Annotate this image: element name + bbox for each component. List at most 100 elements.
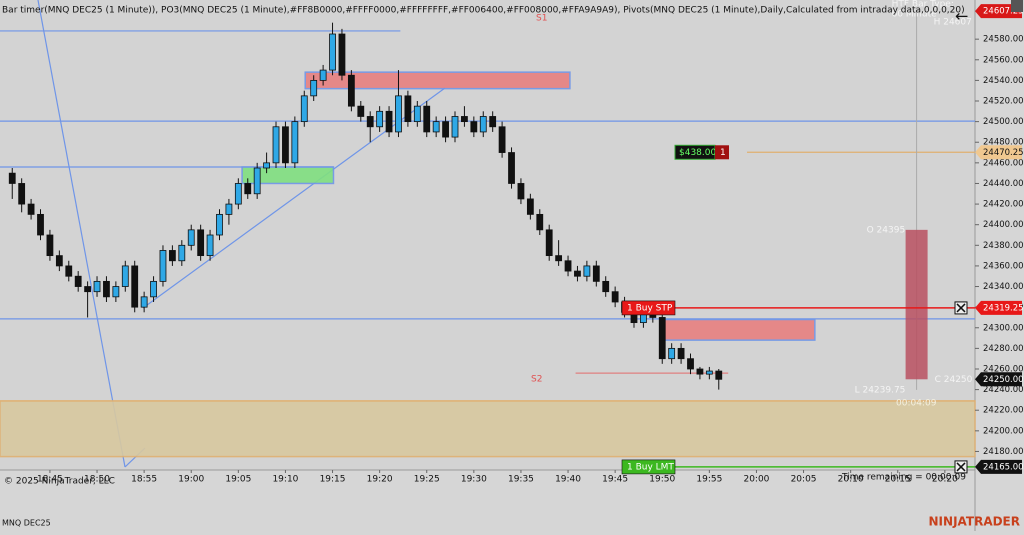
- price-tag: [975, 300, 1022, 315]
- candle-body: [178, 244, 186, 262]
- candle-body: [234, 183, 242, 205]
- candle-body: [583, 265, 591, 277]
- x-tick-label: 20:15: [885, 475, 911, 485]
- price-tag-label: 24607.25: [983, 7, 1024, 17]
- y-tick-label: 24440.00: [983, 179, 1024, 189]
- x-tick-label: 19:00: [178, 475, 204, 485]
- candle-body: [244, 183, 252, 195]
- price-tag-label: 24165.00: [983, 462, 1024, 472]
- candle-body: [168, 250, 176, 262]
- x-tick-label: 19:05: [225, 475, 251, 485]
- candle-body: [206, 234, 214, 257]
- candle-body: [291, 121, 299, 164]
- zone: [0, 400, 976, 458]
- y-tick-label: 24560.00: [983, 55, 1024, 65]
- x-tick-label: 19:25: [414, 475, 440, 485]
- y-tick-label: 24580.00: [983, 35, 1024, 45]
- bar-timer: 00:04:09: [896, 399, 937, 409]
- candle-body: [423, 105, 431, 133]
- candle-body: [263, 162, 270, 169]
- candle-body: [37, 213, 44, 236]
- candle-body: [366, 116, 374, 128]
- candle-body: [112, 286, 120, 298]
- candle-body: [121, 265, 129, 287]
- candle-body: [404, 95, 412, 123]
- qty-tag: [715, 145, 729, 160]
- x-tick-label: 19:50: [649, 475, 675, 485]
- candle-body: [300, 95, 308, 123]
- candle-body: [272, 126, 280, 164]
- price-tag: [975, 4, 1022, 19]
- price-tag: [975, 372, 1022, 387]
- candle-body: [611, 291, 619, 303]
- candle-body: [413, 105, 421, 123]
- price-tag-label: 24319.25: [983, 303, 1024, 313]
- candle-body: [564, 260, 572, 272]
- htf-label: C 24250: [935, 375, 973, 385]
- y-tick-label: 24340.00: [983, 282, 1024, 292]
- price-tag-label: 24470.25: [983, 148, 1024, 158]
- candle-body: [658, 317, 666, 360]
- candle-body: [677, 347, 685, 360]
- candle-body: [225, 203, 233, 215]
- pivot-label: S2: [531, 375, 542, 385]
- candle-body: [498, 126, 506, 153]
- candle-body: [687, 358, 694, 370]
- zone: [662, 318, 816, 341]
- drawing-line: [37, 0, 126, 468]
- candle-body: [545, 229, 553, 257]
- candle-body: [84, 286, 92, 293]
- x-tick-label: 19:30: [461, 475, 487, 485]
- htf-body: [905, 229, 928, 380]
- order-tag: [621, 459, 676, 475]
- brand: NINJATRADER: [929, 515, 1020, 529]
- x-tick-label: 19:45: [602, 475, 628, 485]
- x-tick-label: 19:35: [508, 475, 534, 485]
- x-tick-label: 19:10: [272, 475, 298, 485]
- y-tick-label: 24180.00: [983, 447, 1024, 457]
- candle-body: [442, 121, 449, 138]
- candle-body: [508, 152, 515, 184]
- candle-body: [197, 229, 205, 257]
- candle-body: [338, 33, 346, 76]
- y-tick-label: 24220.00: [983, 406, 1024, 416]
- candle-body: [150, 280, 157, 298]
- candle-body: [555, 255, 563, 262]
- candle-body: [159, 250, 167, 282]
- candle-body: [461, 116, 468, 123]
- candle-body: [668, 347, 676, 360]
- copyright: © 2025 NinjaTrader, LLC: [4, 477, 115, 487]
- candle-body: [140, 296, 148, 308]
- symbol: MNQ DEC25: [2, 519, 51, 528]
- candle-body: [526, 198, 534, 215]
- candle-body: [93, 280, 101, 293]
- menu-button[interactable]: [1011, 0, 1023, 12]
- x-tick-label: 20:20: [932, 475, 958, 485]
- candle-body: [451, 116, 459, 138]
- candle-body: [705, 370, 713, 375]
- price-tag-label: 24250.00: [983, 375, 1024, 385]
- back-arrow[interactable]: ←: [955, 7, 968, 26]
- candle-body: [376, 110, 384, 128]
- candle-body: [8, 172, 16, 184]
- y-tick-label: 24480.00: [983, 138, 1024, 148]
- marks: 24180.00 24200.00 24220.00 24240.00 24260.00…: [0, 0, 1024, 485]
- x-tick-label: 19:20: [367, 475, 393, 485]
- candle-body: [385, 110, 393, 133]
- candle-body: [592, 265, 600, 282]
- candle-body: [536, 213, 544, 231]
- candle-body: [216, 213, 223, 236]
- y-tick-label: 24260.00: [983, 364, 1024, 374]
- price-tag: [975, 459, 1022, 474]
- candle-body: [470, 121, 478, 133]
- x-tick-label: 18:50: [84, 475, 110, 485]
- htf-label: HTF Bar Type:: [892, 0, 954, 10]
- candle-body: [18, 183, 26, 205]
- y-tick-label: 24280.00: [983, 344, 1024, 354]
- y-tick-label: 24540.00: [983, 76, 1024, 86]
- candle-body: [310, 79, 318, 97]
- pivot-label: S1: [536, 14, 547, 24]
- y-tick-label: 24240.00: [983, 385, 1024, 395]
- x-tick-label: 20:05: [791, 475, 817, 485]
